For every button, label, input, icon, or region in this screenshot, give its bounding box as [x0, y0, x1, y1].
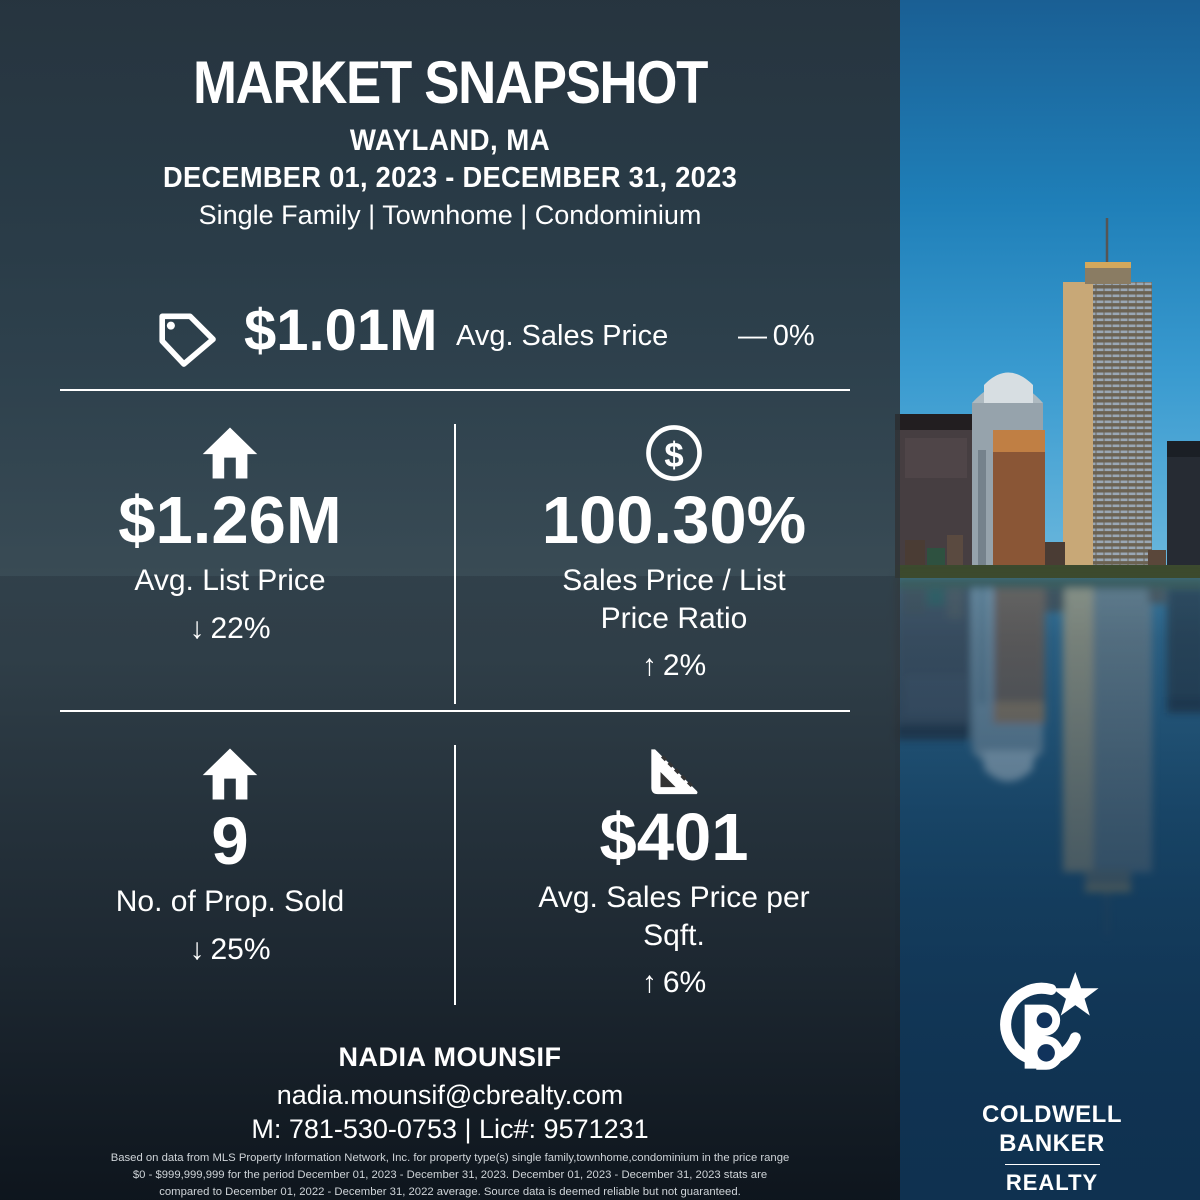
svg-text:$: $: [664, 436, 683, 475]
